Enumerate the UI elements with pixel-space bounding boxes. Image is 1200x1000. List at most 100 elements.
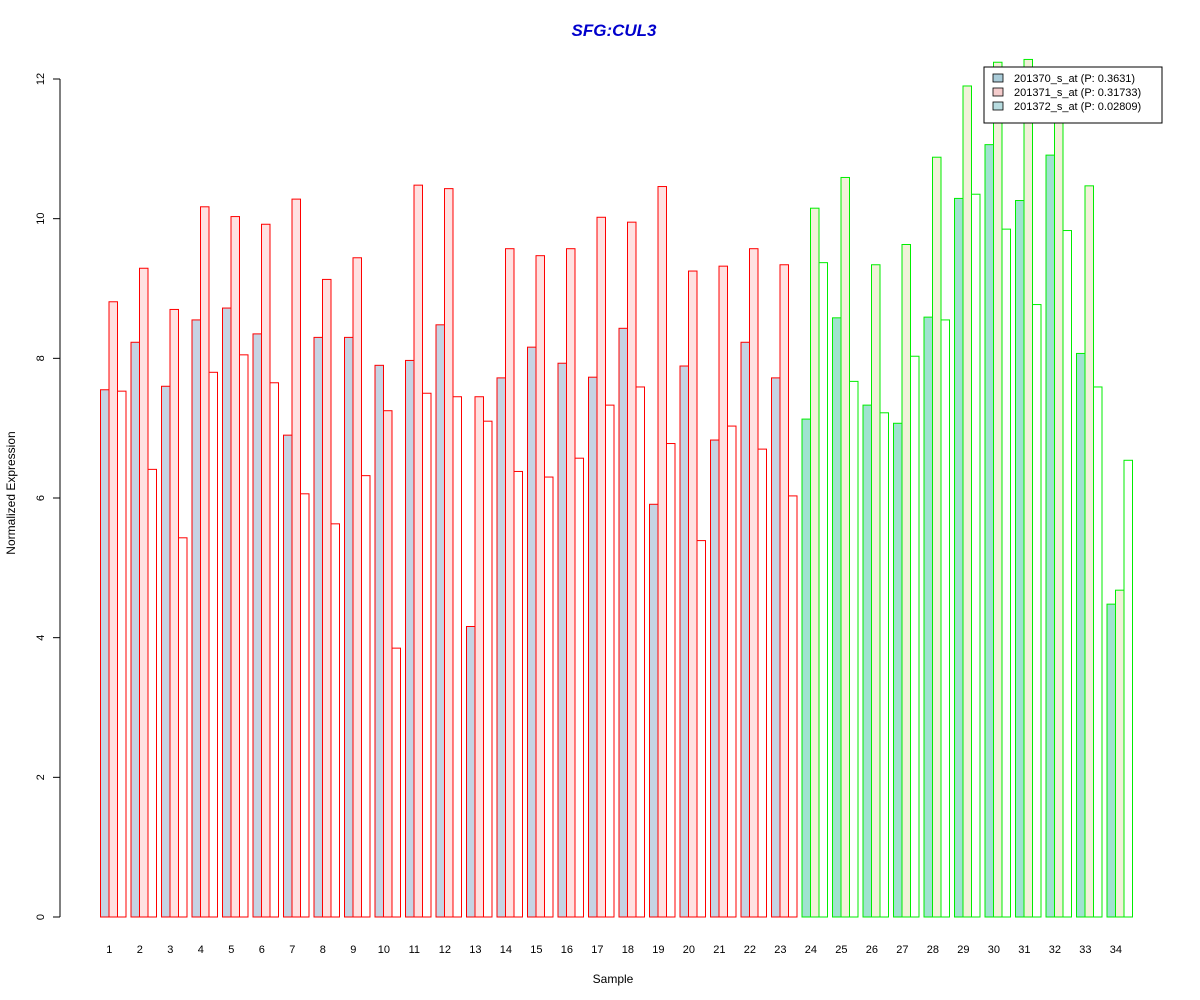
bar-sample-32-series-1 [1045,154,1055,918]
bar-sample-14-series-3 [513,470,523,918]
bar-sample-22-series-2 [749,248,759,918]
bar-sample-12-series-1 [435,324,445,918]
bar-sample-18-series-2 [627,221,637,918]
x-tick-label: 13 [469,944,481,956]
bar-sample-15-series-3 [544,476,554,918]
bar-sample-16-series-1 [557,362,567,918]
x-tick-label: 24 [805,944,817,956]
x-tick-label: 1 [106,944,112,956]
bar-sample-1-series-3 [117,390,127,918]
bar-sample-6-series-3 [269,382,279,918]
bar-sample-25-series-2 [840,176,850,918]
x-tick-label: 20 [683,944,695,956]
bar-sample-2-series-3 [147,468,157,918]
bar-sample-27-series-3 [910,355,920,918]
bar-sample-14-series-1 [496,377,506,918]
y-tick-label: 2 [35,774,47,780]
legend-swatch-1 [992,73,1004,83]
x-tick-label: 2 [137,944,143,956]
x-tick-label: 9 [350,944,356,956]
bar-sample-26-series-3 [879,412,889,918]
bar-sample-30-series-1 [984,144,994,918]
bar-sample-2-series-1 [130,341,140,918]
x-tick-label: 27 [896,944,908,956]
bar-sample-33-series-1 [1076,352,1086,918]
x-tick-label: 32 [1049,944,1061,956]
bar-sample-5-series-2 [230,216,240,918]
bar-sample-1-series-2 [108,301,118,918]
x-tick-label: 16 [561,944,573,956]
bar-sample-20-series-3 [696,540,706,918]
bar-sample-15-series-2 [535,255,545,918]
bar-sample-20-series-2 [688,270,698,918]
x-axis-label: Sample [593,972,634,986]
bar-sample-30-series-3 [1001,228,1011,918]
y-tick-label: 0 [35,914,47,920]
y-tick-label: 4 [35,635,47,641]
bar-sample-21-series-3 [727,425,737,918]
bar-sample-24-series-1 [801,418,811,918]
bar-sample-11-series-3 [422,392,432,918]
x-tick-label: 25 [835,944,847,956]
bar-sample-4-series-2 [200,206,210,918]
bar-sample-14-series-2 [505,248,515,918]
legend-entry-2: 201371_s_at (P: 0.31733) [1014,87,1141,99]
bar-sample-18-series-3 [635,386,645,918]
y-tick-label: 12 [35,73,47,85]
x-tick-label: 33 [1079,944,1091,956]
bar-sample-1-series-1 [100,389,110,918]
x-tick-label: 3 [167,944,173,956]
y-axis-label: Normalized Expression [4,431,18,554]
x-tick-label: 19 [652,944,664,956]
bar-sample-29-series-2 [962,85,972,918]
bar-sample-34-series-3 [1123,459,1133,918]
bar-sample-31-series-1 [1015,200,1025,918]
bar-sample-25-series-1 [832,317,842,918]
x-tick-label: 23 [774,944,786,956]
bar-sample-3-series-2 [169,308,179,918]
bar-sample-9-series-2 [352,257,362,918]
bar-sample-10-series-1 [374,364,384,918]
bar-sample-8-series-1 [313,336,323,918]
bar-sample-32-series-3 [1062,230,1072,918]
bar-sample-13-series-2 [474,396,484,918]
x-tick-label: 11 [409,944,420,956]
x-tick-label: 12 [439,944,451,956]
legend-entry-3: 201372_s_at (P: 0.02809) [1014,101,1141,113]
bar-sample-25-series-3 [849,380,859,918]
bar-sample-17-series-2 [596,216,606,918]
bar-sample-24-series-2 [810,207,820,918]
bar-sample-31-series-3 [1032,304,1042,918]
bar-sample-8-series-3 [330,523,340,918]
x-tick-label: 30 [988,944,1000,956]
y-tick-label: 6 [35,495,47,501]
x-tick-label: 8 [320,944,326,956]
x-tick-label: 18 [622,944,634,956]
bar-sample-9-series-3 [361,475,371,918]
bar-sample-34-series-2 [1115,589,1125,918]
x-tick-label: 22 [744,944,756,956]
x-tick-label: 6 [259,944,265,956]
bar-sample-10-series-3 [391,647,401,918]
bar-sample-28-series-2 [932,156,942,918]
x-tick-label: 21 [713,944,725,956]
bar-sample-19-series-2 [657,186,667,918]
bar-sample-9-series-1 [344,336,354,918]
bar-sample-32-series-2 [1054,120,1064,918]
bar-sample-7-series-3 [300,493,310,918]
x-tick-label: 5 [228,944,234,956]
bar-sample-12-series-3 [452,396,462,918]
bar-sample-7-series-1 [283,434,293,918]
bar-sample-20-series-1 [679,365,689,918]
chart-title: SFG:CUL3 [572,21,658,40]
bar-sample-21-series-2 [718,265,728,918]
bar-sample-19-series-1 [649,503,659,918]
bar-sample-23-series-1 [771,377,781,918]
bar-sample-17-series-1 [588,376,598,918]
bar-sample-29-series-3 [971,193,981,918]
bar-sample-33-series-3 [1093,386,1103,918]
bar-sample-5-series-3 [239,354,249,918]
bar-sample-23-series-3 [788,495,798,918]
legend-box [983,66,1163,124]
